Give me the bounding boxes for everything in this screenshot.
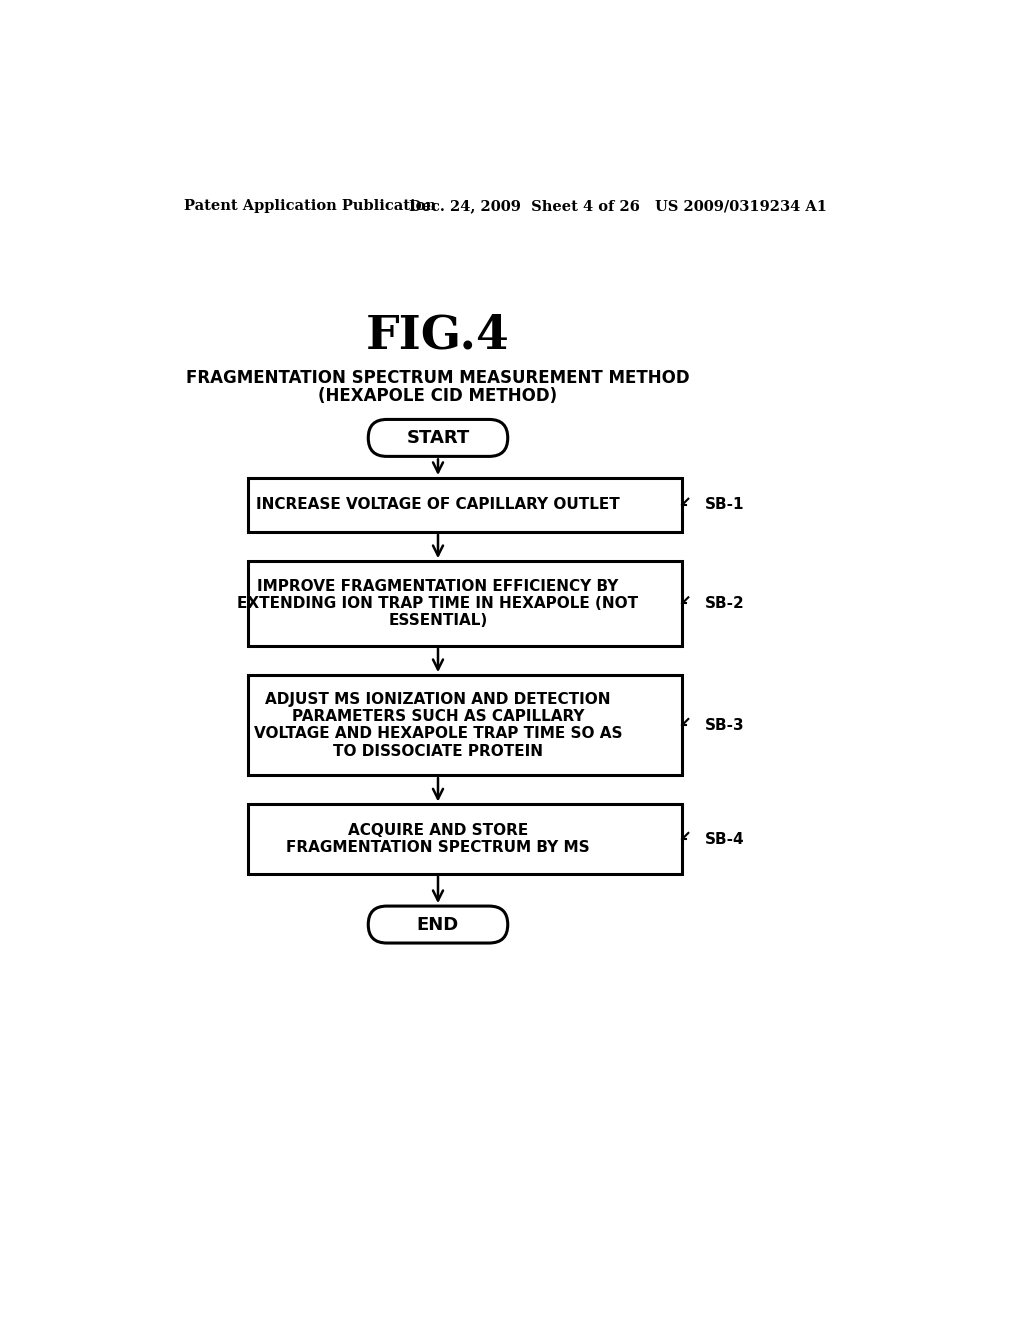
Text: Dec. 24, 2009  Sheet 4 of 26: Dec. 24, 2009 Sheet 4 of 26 xyxy=(409,199,639,213)
Text: INCREASE VOLTAGE OF CAPILLARY OUTLET: INCREASE VOLTAGE OF CAPILLARY OUTLET xyxy=(256,498,620,512)
Text: SB-3: SB-3 xyxy=(706,718,745,733)
Text: SB-4: SB-4 xyxy=(706,832,745,846)
FancyBboxPatch shape xyxy=(369,906,508,942)
Text: (HEXAPOLE CID METHOD): (HEXAPOLE CID METHOD) xyxy=(318,387,557,404)
Bar xyxy=(248,478,682,532)
Text: ACQUIRE AND STORE
FRAGMENTATION SPECTRUM BY MS: ACQUIRE AND STORE FRAGMENTATION SPECTRUM… xyxy=(286,822,590,855)
Bar xyxy=(248,804,682,874)
Text: ADJUST MS IONIZATION AND DETECTION
PARAMETERS SUCH AS CAPILLARY
VOLTAGE AND HEXA: ADJUST MS IONIZATION AND DETECTION PARAM… xyxy=(254,692,623,759)
Text: FIG.4: FIG.4 xyxy=(366,313,510,359)
Text: US 2009/0319234 A1: US 2009/0319234 A1 xyxy=(655,199,827,213)
Text: END: END xyxy=(417,916,459,933)
Text: START: START xyxy=(407,429,470,447)
Text: SB-2: SB-2 xyxy=(706,595,745,611)
Bar xyxy=(248,675,682,775)
Text: IMPROVE FRAGMENTATION EFFICIENCY BY
EXTENDING ION TRAP TIME IN HEXAPOLE (NOT
ESS: IMPROVE FRAGMENTATION EFFICIENCY BY EXTE… xyxy=(238,578,639,628)
Text: FRAGMENTATION SPECTRUM MEASUREMENT METHOD: FRAGMENTATION SPECTRUM MEASUREMENT METHO… xyxy=(186,368,690,387)
FancyBboxPatch shape xyxy=(369,420,508,457)
Bar xyxy=(248,561,682,645)
Text: SB-1: SB-1 xyxy=(706,498,744,512)
Text: Patent Application Publication: Patent Application Publication xyxy=(183,199,436,213)
